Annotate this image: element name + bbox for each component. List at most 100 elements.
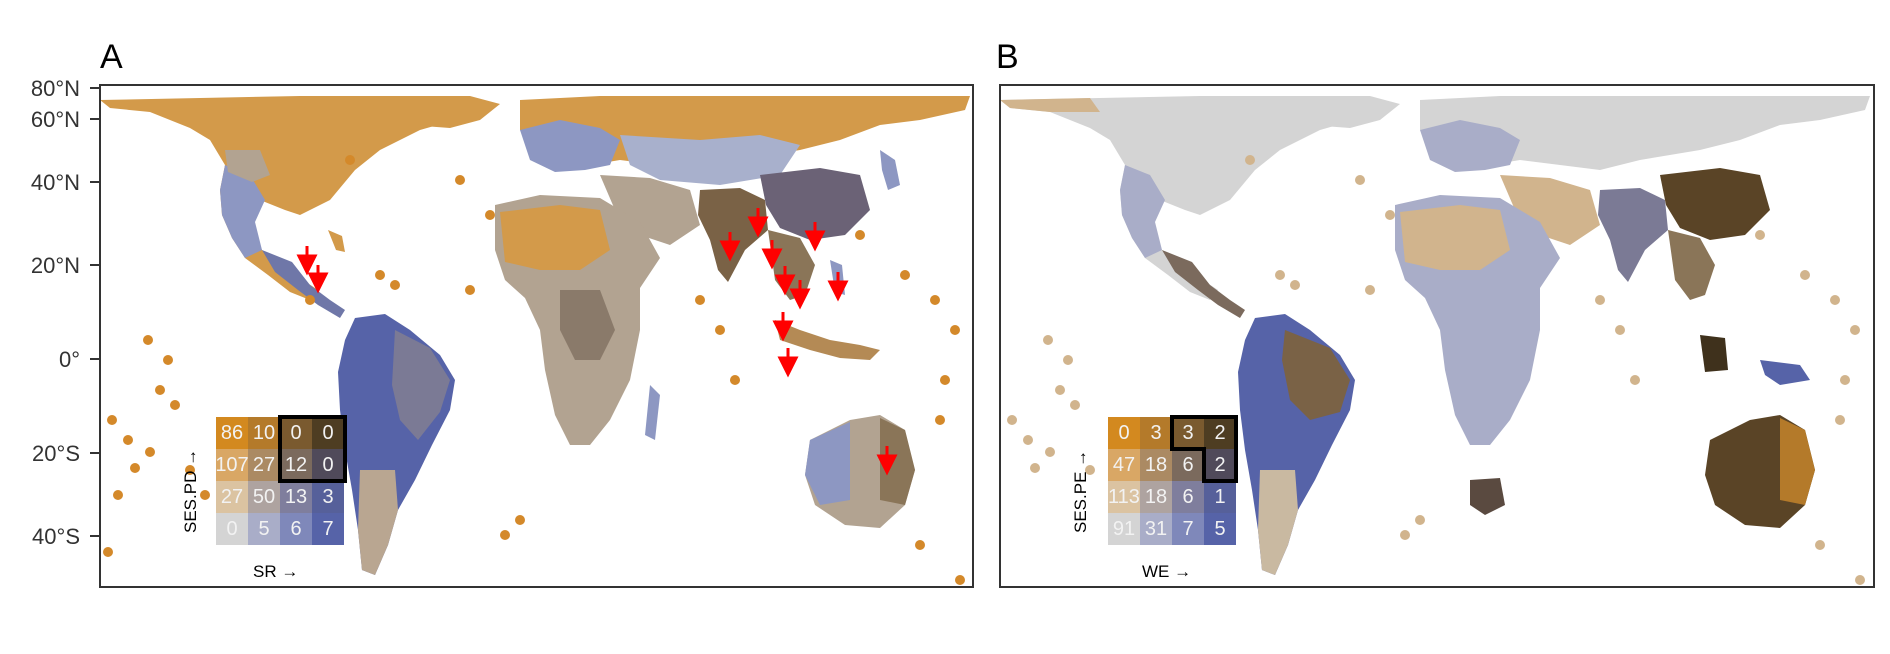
lat-label-60n: 60°N <box>31 107 80 132</box>
legend-a-cell <box>312 449 344 481</box>
madagascar <box>645 385 660 440</box>
legend-b-cell-value: 3 <box>1182 422 1193 444</box>
legend-a-cell-value: 5 <box>258 518 269 540</box>
east-asia-b <box>1660 168 1770 240</box>
new-guinea-b <box>1760 360 1810 385</box>
north-america <box>100 96 470 300</box>
legend-a-cell-value: 10 <box>253 422 275 444</box>
north-america-b-west <box>1120 165 1165 258</box>
legend-a-cell-value: 0 <box>322 422 333 444</box>
central-america <box>262 250 345 318</box>
legend-b-cell <box>1204 449 1236 481</box>
south-america-b-brown <box>1282 330 1350 420</box>
legend-b-cell <box>1108 481 1140 513</box>
legend-b-cell <box>1172 513 1204 545</box>
legend-a-cell-value: 0 <box>322 454 333 476</box>
lat-label-20s: 20°S <box>32 441 80 466</box>
middle-east-b <box>1500 175 1600 245</box>
legend-a-highlight <box>278 415 347 483</box>
legend-a-cell-value: 13 <box>285 486 307 508</box>
legend-b-cell <box>1108 417 1140 449</box>
lat-label-40s: 40°S <box>32 524 80 549</box>
south-africa-b <box>1470 478 1505 515</box>
legend-b-cell-value: 2 <box>1214 454 1225 476</box>
europe <box>520 120 620 172</box>
legend-b-cell <box>1204 513 1236 545</box>
legend-b-cell <box>1108 449 1140 481</box>
legend-b-cell-value: 5 <box>1214 518 1225 540</box>
legend-b-cell-value: 113 <box>1108 486 1140 508</box>
legend-a-y-label: SES.PD → <box>181 449 200 533</box>
central-africa <box>560 290 615 360</box>
island-dots-a <box>103 155 965 585</box>
eurasia-b <box>1420 96 1870 170</box>
borneo-b <box>1700 335 1728 372</box>
japan <box>880 150 900 190</box>
legend-b-cell <box>1204 481 1236 513</box>
decline-arrows <box>296 208 898 476</box>
greenland-b <box>1260 96 1400 128</box>
south-asia <box>698 188 768 282</box>
greenland <box>360 96 500 128</box>
legend-a-cell <box>280 481 312 513</box>
legend-b-cell-value: 3 <box>1150 422 1161 444</box>
se-asia <box>768 230 815 300</box>
legend-a-cell-value: 27 <box>253 454 275 476</box>
legend-b-x-label: WE → <box>1142 562 1191 581</box>
north-america-b-tan <box>1000 98 1100 112</box>
australia-east <box>880 418 915 505</box>
legend-a-cell <box>248 481 280 513</box>
legend-a-cell <box>216 481 248 513</box>
north-america-b <box>1000 96 1370 300</box>
legend-b-cell <box>1140 481 1172 513</box>
legend-b-cell <box>1172 449 1204 481</box>
legend-b-y-label: SES.PE → <box>1071 450 1090 533</box>
legend-a-cell <box>312 481 344 513</box>
legend-a-cell-value: 0 <box>290 422 301 444</box>
legend-a-cell-value: 107 <box>215 454 248 476</box>
legend-b-cell-value: 1 <box>1214 486 1225 508</box>
legend-a-cell <box>248 513 280 545</box>
legend-b-cell <box>1172 417 1204 449</box>
lat-label-0: 0° <box>59 347 80 372</box>
legend-a-cell <box>248 449 280 481</box>
legend-b-highlight <box>1170 415 1238 483</box>
legend-b-cell-value: 7 <box>1182 518 1193 540</box>
island-dots-b <box>1007 155 1865 585</box>
legend-a-cell <box>216 417 248 449</box>
florida <box>328 230 345 252</box>
central-asia <box>620 135 800 185</box>
legend-b-cell <box>1140 449 1172 481</box>
panel-a-frame <box>99 84 974 588</box>
legend-b-cell <box>1140 513 1172 545</box>
legend-a-cell <box>248 417 280 449</box>
panel-b-map <box>1000 96 1870 585</box>
north-america-blue-west <box>220 165 265 258</box>
australia-b-east <box>1780 418 1815 505</box>
legend-b-cell <box>1172 481 1204 513</box>
legend-b-cell-value: 47 <box>1113 454 1135 476</box>
panel-b-letter: B <box>996 38 1019 76</box>
central-america-b <box>1162 250 1245 318</box>
legend-a-cell-value: 12 <box>285 454 307 476</box>
middle-east <box>600 175 700 245</box>
legend-a-cell <box>280 417 312 449</box>
legend-b-cell <box>1108 513 1140 545</box>
legend-a-cell-value: 7 <box>322 518 333 540</box>
lat-label-80n: 80°N <box>31 76 80 101</box>
south-asia-b <box>1598 188 1668 282</box>
australia-west <box>805 422 850 505</box>
legend-b-cell-value: 6 <box>1182 454 1193 476</box>
panel-b: B <box>996 38 1875 588</box>
legend-b-cell <box>1140 417 1172 449</box>
legend-a-cell <box>216 513 248 545</box>
legend-a-cell <box>312 513 344 545</box>
lat-label-40n: 40°N <box>31 170 80 195</box>
panel-a-map <box>100 96 970 585</box>
legend-a-cell-value: 50 <box>253 486 275 508</box>
legend-a-cell <box>280 513 312 545</box>
legend-b-cell-value: 18 <box>1145 454 1167 476</box>
